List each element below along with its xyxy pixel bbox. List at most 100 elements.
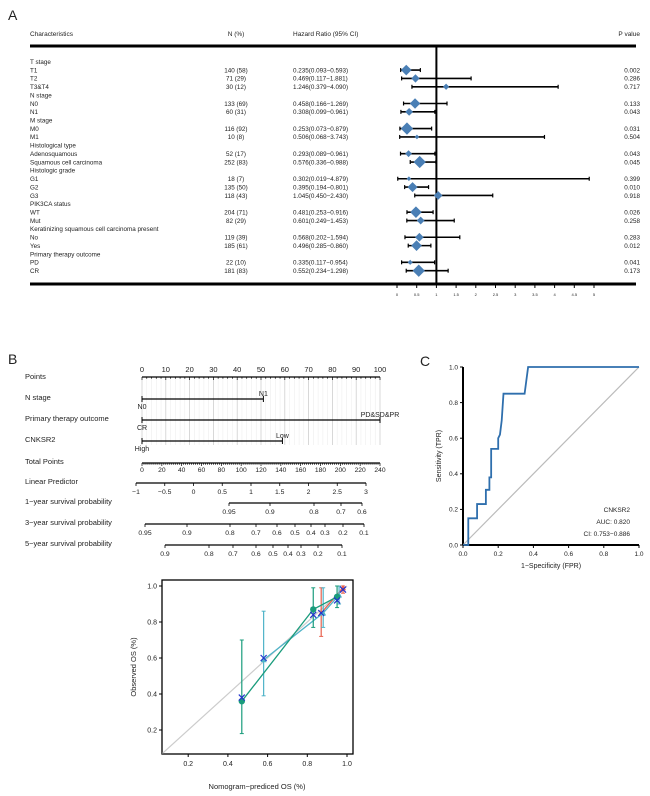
axis-tick-label: −1 <box>132 489 140 496</box>
row-label: G1 <box>30 176 39 183</box>
level-label-high: Low <box>276 433 290 440</box>
y-tick-label: 1.0 <box>449 364 458 371</box>
row-p-value: 0.173 <box>624 268 640 275</box>
row-p-value: 0.041 <box>624 260 640 267</box>
x-tick-label: 0.2 <box>183 761 193 768</box>
axis-tick-label: 40 <box>233 365 241 374</box>
axis-tick-label: 200 <box>335 467 346 474</box>
roc-legend-name: CNKSR2 <box>604 507 631 514</box>
calibration-plot-frame <box>161 579 354 755</box>
roc-curve <box>463 366 639 546</box>
calibration-point <box>333 593 341 600</box>
row-label: Yes <box>30 243 40 250</box>
row-p-value: 0.045 <box>624 159 640 166</box>
axis-tick-label: 90 <box>352 365 360 374</box>
axis-tick-label: −0.5 <box>158 489 172 496</box>
axis-tick-label: 240 <box>374 467 385 474</box>
row-hr: 0.458(0.166−1.269) <box>293 101 348 108</box>
hr-marker <box>406 176 412 182</box>
axis-tick-label: 20 <box>158 467 166 474</box>
level-label-low: CR <box>137 425 147 432</box>
cross-marker <box>238 694 246 702</box>
row-n: 118 (43) <box>225 193 248 200</box>
level-label-high: N1 <box>259 391 268 398</box>
hr-marker <box>410 206 422 218</box>
row-n: 133 (69) <box>224 101 247 108</box>
axis-tick-label: 0 <box>192 489 196 496</box>
group-label: Histologic grade <box>30 168 76 175</box>
axis-tick-label: 1.5 <box>275 489 285 496</box>
row-p-value: 0.002 <box>624 67 640 74</box>
hr-marker <box>411 74 420 83</box>
y-tick-label: 0.8 <box>147 620 157 627</box>
row-hr: 0.576(0.336−0.988) <box>293 159 348 166</box>
row-hr: 0.568(0.202−1.594) <box>293 235 348 242</box>
axis-tick-label: 0.6 <box>272 530 282 537</box>
axis-tick-label: 0.5 <box>290 530 300 537</box>
axis-tick-label: 0.3 <box>296 551 306 558</box>
y-tick-label: 0.6 <box>449 436 458 443</box>
axis-tick-label: 0.95 <box>222 509 235 516</box>
axis-tick-label: 60 <box>281 365 289 374</box>
x-tick-label: 3.5 <box>532 292 538 297</box>
axis-tick-label: 50 <box>257 365 265 374</box>
hr-marker <box>407 182 418 193</box>
axis-tick-label: 30 <box>209 365 217 374</box>
row-hr: 0.496(0.285−0.860) <box>293 243 348 250</box>
calibration-point <box>260 656 267 663</box>
x-tick-label: 1 <box>435 292 438 297</box>
row-n: 135 (50) <box>224 184 247 191</box>
panel-label-a: A <box>8 7 18 23</box>
x-tick-label: 4.5 <box>572 292 578 297</box>
y-tick-label: 0.0 <box>449 542 458 549</box>
row-hr: 0.293(0.089−0.961) <box>293 151 348 158</box>
row-hr: 0.481(0.253−0.916) <box>293 209 348 216</box>
x-tick-label: 1.0 <box>634 551 643 558</box>
nomogram-row-label: Linear Predictor <box>25 477 78 486</box>
row-label: T3&T4 <box>30 84 49 91</box>
group-label: Keratinizing squamous cell carcinoma pre… <box>30 226 159 233</box>
axis-tick-label: 2.5 <box>333 489 343 496</box>
x-tick-label: 0 <box>396 292 399 297</box>
roc-chance-line <box>462 366 640 546</box>
hr-marker <box>405 107 414 116</box>
axis-tick-label: 180 <box>315 467 326 474</box>
x-tick-label: 0.5 <box>414 292 420 297</box>
row-hr: 0.335(0.117−0.954) <box>293 260 348 267</box>
cross-marker <box>317 609 325 617</box>
axis-tick-label: 0.5 <box>268 551 278 558</box>
nomogram-row-label: 1−year survival probability <box>25 497 112 506</box>
header-p-value: P value <box>618 31 640 38</box>
x-tick-label: 1.0 <box>342 761 352 768</box>
row-n: 116 (92) <box>225 126 248 133</box>
hr-marker <box>416 216 425 225</box>
hr-marker <box>400 122 414 135</box>
calibration-point <box>238 698 245 705</box>
group-label: PIK3CA status <box>30 201 71 208</box>
nomogram-row-label: 3−year survival probability <box>25 518 112 527</box>
row-n: 22 (10) <box>226 260 246 267</box>
row-n: 119 (39) <box>225 235 248 242</box>
calibration-point <box>310 606 317 613</box>
x-tick-label: 0.6 <box>263 761 273 768</box>
row-p-value: 0.012 <box>624 243 640 250</box>
axis-tick-label: 0.5 <box>218 489 228 496</box>
x-tick-label: 0.4 <box>529 551 538 558</box>
calibration-x-label: Nomogram−prediced OS (%) <box>209 782 306 791</box>
header-hazard-ratio: Hazard Ratio (95% CI) <box>293 31 358 38</box>
roc-legend-ci: CI: 0.753−0.886 <box>584 531 631 538</box>
row-p-value: 0.918 <box>624 193 640 200</box>
y-tick-label: 0.4 <box>449 471 458 478</box>
hr-marker <box>405 150 412 158</box>
x-tick-label: 0.2 <box>494 551 503 558</box>
header-characteristics: Characteristics <box>30 31 74 38</box>
row-hr: 1.045(0.450−2.430) <box>293 193 348 200</box>
roc-legend-auc: AUC: 0.820 <box>596 519 630 526</box>
row-n: 18 (7) <box>228 176 244 183</box>
axis-tick-label: 0.7 <box>251 530 261 537</box>
row-label: M0 <box>30 126 39 133</box>
axis-tick-label: 0.9 <box>265 509 275 516</box>
group-label: M stage <box>30 118 53 125</box>
row-label: G2 <box>30 184 39 191</box>
axis-tick-label: 0.7 <box>228 551 238 558</box>
